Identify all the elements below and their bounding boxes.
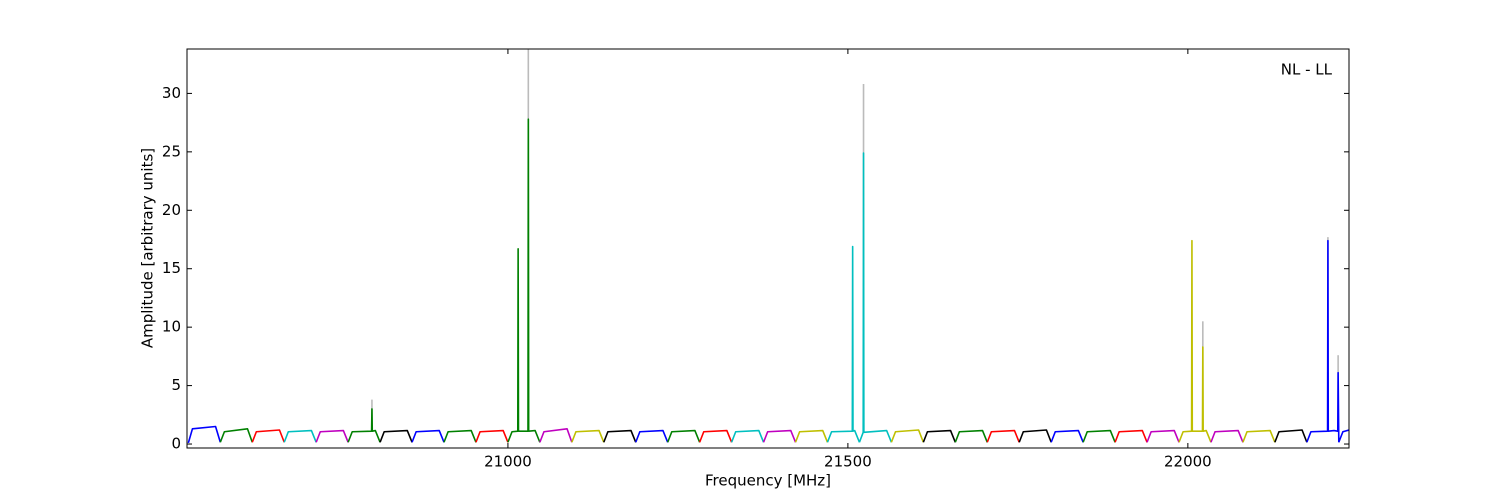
spectrum-line xyxy=(411,429,445,443)
spectrum-line xyxy=(571,429,605,443)
spectrum-line xyxy=(890,429,925,443)
y-tick-label: 20 xyxy=(162,201,181,219)
annotation: NL - LL xyxy=(1281,61,1333,79)
spectrum-line xyxy=(1178,239,1212,443)
spectrum-line xyxy=(698,429,733,443)
spectrum-line xyxy=(954,429,989,443)
y-axis-label: Amplitude [arbitrary units] xyxy=(139,148,157,348)
spectrum-line xyxy=(1338,429,1349,443)
spectrum-line xyxy=(826,245,861,443)
axes-frame xyxy=(186,48,1350,449)
spectrum-line xyxy=(1242,429,1276,443)
spectrum-line xyxy=(379,429,413,443)
y-tick-label: 25 xyxy=(162,142,181,160)
y-tick-label: 15 xyxy=(162,259,181,277)
spectrum-line xyxy=(1082,429,1116,443)
spectrum-line xyxy=(922,429,957,443)
spectrum-line xyxy=(507,118,541,443)
spectrum-line xyxy=(283,429,317,443)
spectrum-line xyxy=(1114,429,1148,443)
y-tick-label: 30 xyxy=(162,84,181,102)
x-tick-label: 21000 xyxy=(484,453,532,471)
x-axis-label: Frequency [MHz] xyxy=(705,472,831,490)
spectrum-line xyxy=(635,429,669,443)
spectrum-line xyxy=(219,428,254,443)
spectrum-line xyxy=(187,425,222,444)
spectrum-line xyxy=(315,429,349,443)
spectrum-line xyxy=(1050,429,1084,443)
spectrum-line xyxy=(1274,429,1308,443)
spectrum-line xyxy=(858,152,893,443)
spectrum-line xyxy=(347,408,381,443)
plot-area xyxy=(187,49,1349,444)
spectrum-line xyxy=(762,429,797,443)
x-tick-label: 21500 xyxy=(824,453,872,471)
spectrum-line xyxy=(794,429,829,443)
spectrum-line xyxy=(443,429,477,443)
spectrum-line xyxy=(1018,429,1052,443)
spectrum-line xyxy=(986,429,1020,443)
spectrum-line xyxy=(475,429,509,443)
spectrum-line xyxy=(666,429,701,443)
spectrum-line xyxy=(1210,429,1244,443)
y-tick-label: 10 xyxy=(162,318,181,336)
spectrum-line xyxy=(730,429,765,443)
spectrum-line xyxy=(251,429,285,443)
y-tick-label: 5 xyxy=(171,376,181,394)
spectrum-line xyxy=(603,429,637,443)
spectrum-line xyxy=(1306,239,1340,443)
spectrum-line xyxy=(539,428,573,443)
spectrum-line xyxy=(1146,429,1180,443)
y-tick-label: 0 xyxy=(171,435,181,453)
x-tick-label: 22000 xyxy=(1164,453,1212,471)
